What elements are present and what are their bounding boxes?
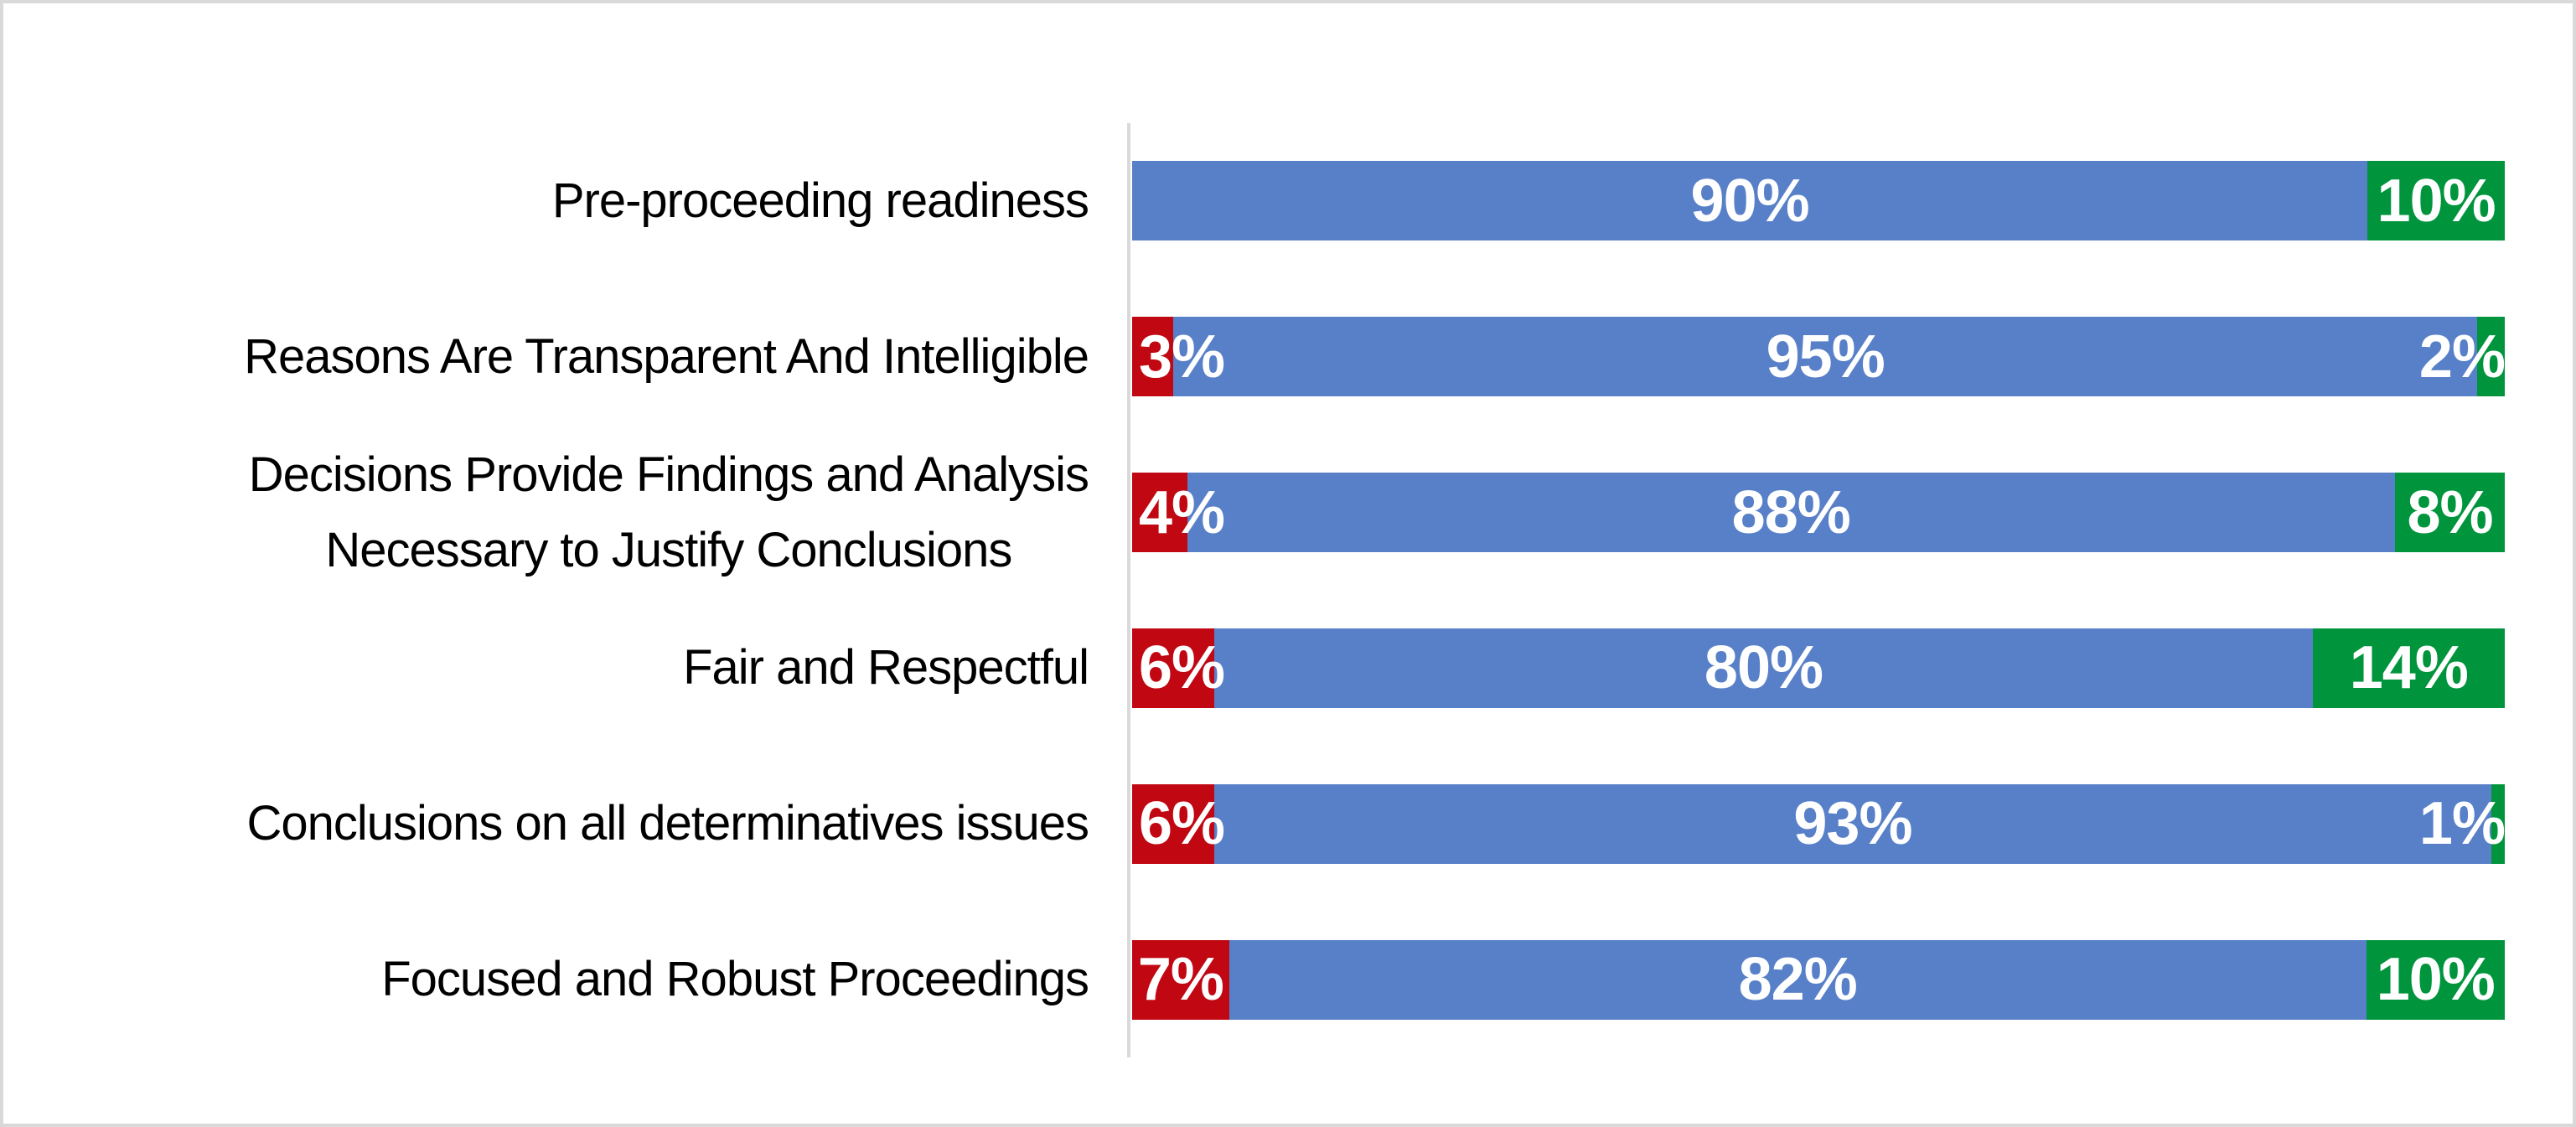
category-label-line: Conclusions on all determinatives issues [246, 796, 1089, 851]
data-label: 4% [1139, 478, 1225, 546]
category-label-cell: Reasons Are Transparent And Intelligible [3, 319, 1132, 395]
category-label-line: Reasons Are Transparent And Intelligible [244, 328, 1089, 384]
data-label: 6% [1139, 634, 1225, 702]
data-label: 7% [1137, 946, 1224, 1014]
category-label-line: Necessary to Justify Conclusions [325, 522, 1012, 577]
data-label: 14% [2349, 634, 2469, 702]
category-label: Decisions Provide Findings and Analysis N… [249, 437, 1089, 588]
category-label: Conclusions on all determinatives issues [246, 786, 1089, 861]
bar-segment-red: 6% [1132, 783, 1225, 864]
category-axis-line [1127, 123, 1130, 1057]
bar-segment-red: 4% [1132, 473, 1225, 553]
data-label: 95% [1766, 323, 1885, 390]
bar-track: 90% 10% [1132, 161, 2505, 241]
bar-segment-red: 6% [1132, 628, 1225, 708]
category-label-cell: Fair and Respectful [3, 630, 1132, 706]
chart-row: Pre-proceeding readiness 90% 10% [3, 123, 2505, 279]
plot-area: Pre-proceeding readiness 90% 10% Reasons … [3, 123, 2506, 1057]
data-label: 1% [2418, 790, 2506, 858]
data-label: 8% [2407, 478, 2493, 546]
bar-segment-green: 2% [2419, 317, 2506, 397]
bar-segment-blue: 88% [1187, 473, 2395, 553]
category-label: Pre-proceeding readiness [552, 163, 1089, 239]
data-label: 3% [1139, 323, 1225, 390]
category-label-cell: Pre-proceeding readiness [3, 163, 1132, 239]
bar-segment-green: 10% [2366, 939, 2505, 1020]
chart-row: Decisions Provide Findings and Analysis N… [3, 435, 2505, 591]
data-label: 10% [2376, 946, 2496, 1014]
bar-segment-green: 14% [2312, 628, 2505, 708]
bar-segment-green: 1% [2419, 783, 2506, 864]
category-label: Fair and Respectful [683, 630, 1089, 706]
category-label-line: Fair and Respectful [683, 640, 1089, 695]
category-label: Focused and Robust Proceedings [381, 942, 1089, 1017]
chart-row: Conclusions on all determinatives issues… [3, 746, 2506, 902]
bar-segment-red: 7% [1132, 939, 1229, 1020]
bar-track: 3% 95% 2% [1132, 317, 2506, 397]
data-label: 90% [1690, 167, 1810, 235]
data-label: 10% [2377, 167, 2496, 235]
data-label: 2% [2418, 323, 2506, 390]
bar-segment-green: 10% [2367, 161, 2505, 241]
data-label: 93% [1793, 790, 1912, 858]
bar-segment-red: 3% [1132, 317, 1225, 397]
bar-segment-blue: 95% [1173, 317, 2478, 397]
bar-segment-blue: 80% [1214, 628, 2313, 708]
chart-row: Focused and Robust Proceedings 7% 82% 10% [3, 902, 2505, 1057]
bar-segment-blue: 90% [1132, 161, 2368, 241]
category-label: Reasons Are Transparent And Intelligible [244, 319, 1089, 395]
category-label-line: Focused and Robust Proceedings [381, 952, 1089, 1007]
data-label: 88% [1731, 478, 1851, 546]
bar-segment-blue: 82% [1229, 939, 2367, 1020]
bar-segment-blue: 93% [1214, 783, 2491, 864]
category-label-cell: Decisions Provide Findings and Analysis N… [3, 437, 1132, 588]
bar-track: 6% 80% 14% [1132, 628, 2505, 708]
data-label: 82% [1738, 946, 1858, 1014]
bar-track: 6% 93% 1% [1132, 783, 2506, 864]
chart-row: Fair and Respectful 6% 80% 14% [3, 590, 2505, 746]
category-label-cell: Focused and Robust Proceedings [3, 942, 1132, 1017]
bar-segment-green: 8% [2394, 473, 2505, 553]
data-label: 6% [1139, 790, 1225, 858]
category-label-line: Pre-proceeding readiness [551, 173, 1089, 228]
bar-track: 7% 82% 10% [1132, 939, 2505, 1020]
category-label-line: Decisions Provide Findings and Analysis [248, 447, 1089, 502]
bar-track: 4% 88% 8% [1132, 473, 2505, 553]
category-label-cell: Conclusions on all determinatives issues [3, 786, 1132, 861]
chart-row: Reasons Are Transparent And Intelligible… [3, 279, 2506, 435]
data-label: 80% [1704, 634, 1823, 702]
